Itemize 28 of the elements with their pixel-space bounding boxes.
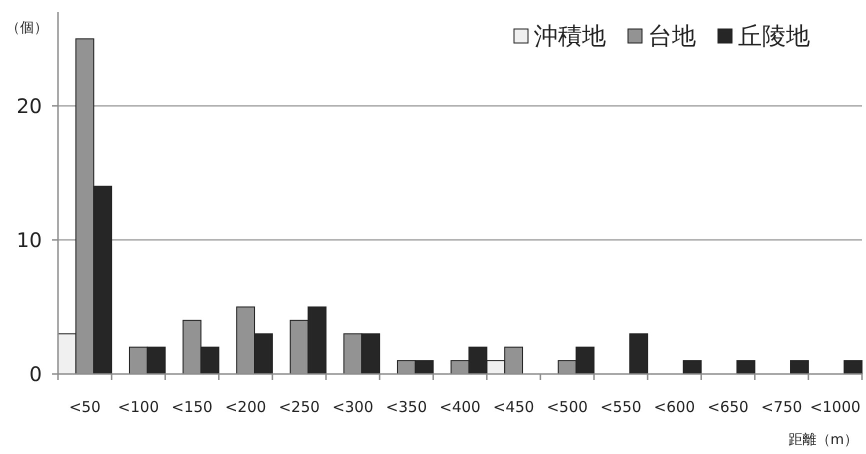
x-tick-label: <650 — [707, 398, 749, 416]
bar — [736, 360, 756, 374]
legend-label: 丘陵地 — [738, 22, 810, 50]
x-tick-label: <250 — [278, 398, 320, 416]
x-tick-label: <600 — [654, 398, 695, 416]
y-axis-title: （個） — [6, 20, 48, 36]
bar — [790, 360, 809, 374]
y-tick-label: 0 — [29, 362, 42, 386]
y-tick-label: 20 — [16, 94, 42, 118]
x-tick-label: <150 — [171, 398, 213, 416]
x-tick-label: <750 — [761, 398, 802, 416]
x-tick-label: <300 — [332, 398, 374, 416]
x-tick-label: <200 — [225, 398, 266, 416]
x-tick-label: <100 — [118, 398, 159, 416]
x-tick-label: <350 — [386, 398, 427, 416]
legend-label: 沖積地 — [534, 22, 606, 50]
bar — [682, 360, 702, 374]
x-tick-label: <400 — [439, 398, 481, 416]
legend-label: 台地 — [648, 22, 696, 50]
x-tick-label: <550 — [600, 398, 642, 416]
x-axis-title: 距離（m） — [788, 432, 858, 448]
x-tick-label: <1000 — [810, 398, 861, 416]
bar — [844, 360, 862, 374]
x-tick-label: <450 — [493, 398, 534, 416]
x-tick-label: <500 — [546, 398, 588, 416]
bar — [629, 333, 648, 374]
x-tick-label: <50 — [68, 398, 101, 416]
y-tick-label: 10 — [16, 228, 42, 252]
